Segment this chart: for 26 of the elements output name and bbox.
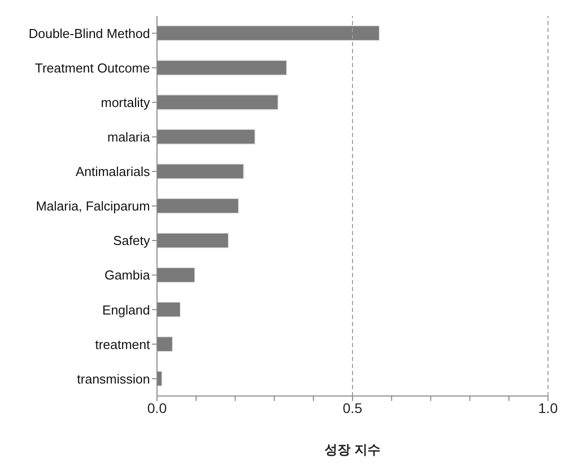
x-tick-label: 1.0 <box>538 400 558 416</box>
bar <box>157 25 380 42</box>
y-tick-label: Double-Blind Method <box>28 26 150 41</box>
bar <box>157 128 256 145</box>
y-tick-label: malaria <box>107 130 151 145</box>
y-tick-label: Safety <box>113 233 150 248</box>
bar <box>157 60 288 76</box>
bar <box>157 232 230 248</box>
y-tick-label: Malaria, Falciparum <box>36 198 150 214</box>
bar <box>157 198 240 214</box>
bar <box>157 94 279 110</box>
y-tick-label: England <box>102 302 150 318</box>
bar <box>157 266 196 283</box>
x-tick-label: 0.0 <box>147 400 167 416</box>
bar <box>157 163 244 180</box>
y-tick-label: Gambia <box>104 268 151 283</box>
y-tick-label: Antimalarials <box>76 164 150 180</box>
x-tick-label: 0.5 <box>342 400 362 416</box>
y-tick-label: Treatment Outcome <box>34 60 150 76</box>
x-axis-title: 성장 지수 <box>324 442 380 457</box>
bar <box>157 302 181 318</box>
bar <box>157 370 163 387</box>
y-tick-label: mortality <box>100 94 150 110</box>
y-tick-label: transmission <box>77 371 150 386</box>
y-tick-label: treatment <box>95 336 150 352</box>
bar <box>157 336 174 352</box>
